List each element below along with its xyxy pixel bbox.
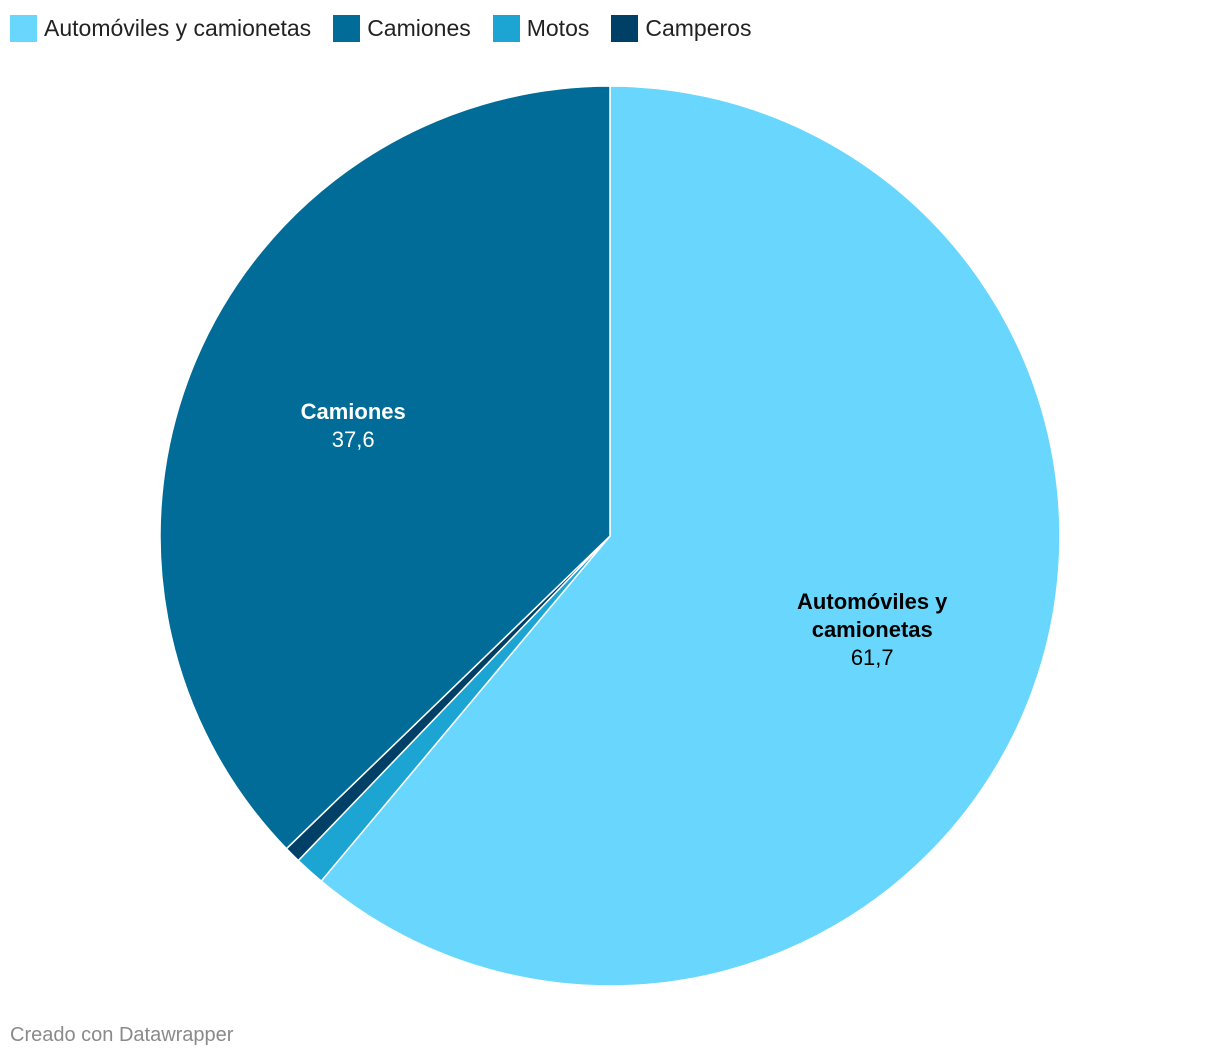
- legend-item-camperos: Camperos: [611, 13, 751, 43]
- legend-swatch-camiones: [333, 14, 361, 42]
- slice-label-text-automoviles-0: Automóviles y: [797, 589, 948, 614]
- slice-label-automoviles: Automóviles y camionetas 61,7: [797, 589, 948, 670]
- legend-item-motos: Motos: [492, 13, 590, 43]
- slice-label-text-camiones-0: Camiones: [301, 399, 406, 424]
- slice-value-automoviles: 61,7: [851, 645, 894, 670]
- pie-slice-camiones: [159, 85, 611, 850]
- legend-swatch-automoviles: [10, 14, 37, 42]
- legend-item-automoviles: Automóviles y camionetas: [10, 13, 311, 43]
- legend-label-camiones: Camiones: [367, 15, 471, 41]
- footer-credit: Creado con Datawrapper: [10, 1024, 234, 1046]
- legend-label-motos: Motos: [526, 15, 590, 41]
- slice-value-camiones: 37,6: [332, 427, 375, 452]
- legend-label-camperos: Camperos: [645, 15, 752, 41]
- chart-legend: Automóviles y camionetas Camiones Motos …: [10, 13, 751, 43]
- legend-swatch-motos: [492, 14, 520, 42]
- pie-slice-automoviles: [320, 85, 1061, 987]
- legend-label-automoviles: Automóviles y camionetas: [44, 15, 312, 41]
- legend-item-camiones: Camiones: [333, 13, 471, 43]
- slice-label-camiones: Camiones 37,6: [301, 399, 406, 452]
- slice-label-text-automoviles-1: camionetas: [812, 617, 933, 642]
- legend-swatch-camperos: [611, 14, 639, 42]
